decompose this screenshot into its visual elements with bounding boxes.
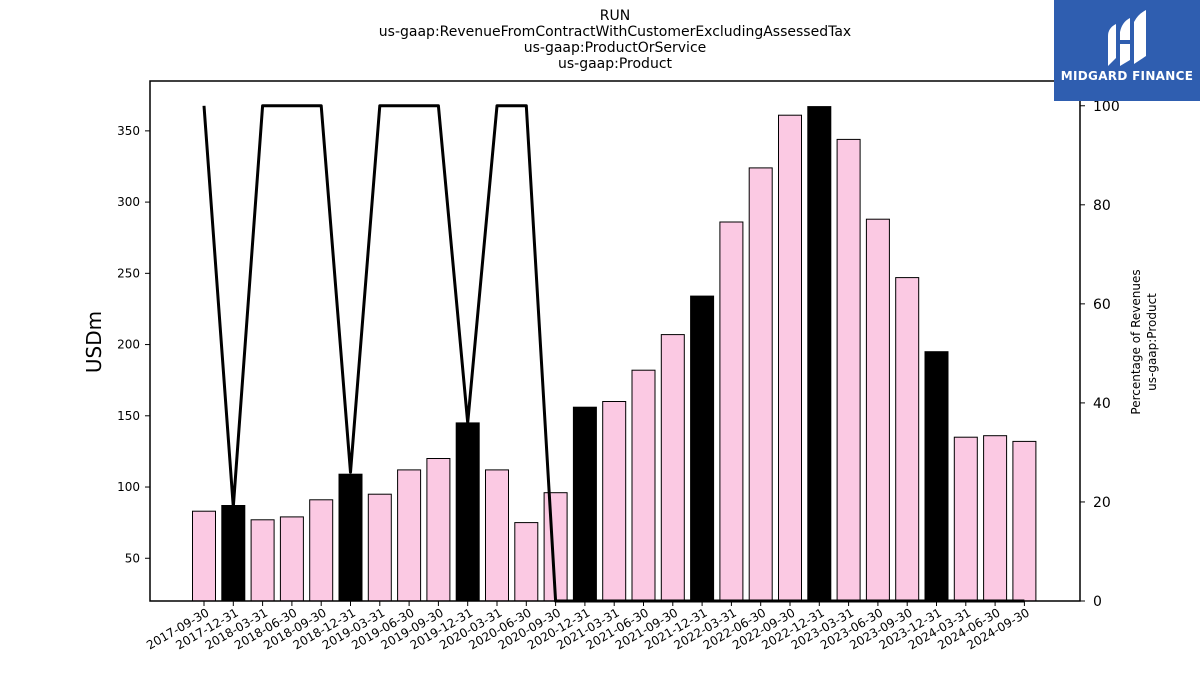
x-axis: 2017-09-302017-12-312018-03-312018-06-30… [144, 601, 1032, 652]
bar [572, 406, 597, 602]
bar [192, 510, 216, 602]
title-line: us-gaap:Product [558, 56, 673, 72]
y2-label-line: Percentage of Revenues [1129, 269, 1143, 414]
bar [953, 436, 978, 602]
title-line: us-gaap:ProductOrService [524, 40, 707, 56]
bar [514, 522, 539, 602]
bar [455, 422, 480, 602]
midgard-finance-logo: MIDGARD FINANCE [1054, 0, 1200, 101]
bar [690, 295, 715, 602]
y-axis-label: USDm [82, 311, 106, 373]
bar [279, 516, 304, 602]
y-tick-label: 300 [117, 195, 140, 209]
bar [983, 435, 1008, 602]
bar [719, 221, 744, 602]
bar [836, 138, 861, 602]
y2-label-line: us-gaap:Product [1145, 293, 1159, 391]
bar [865, 218, 890, 602]
y-tick-label: 50 [125, 551, 140, 565]
y-tick-label: 250 [117, 266, 140, 280]
chart-title: RUNus-gaap:RevenueFromContractWithCustom… [379, 8, 851, 72]
y2-tick-label: 80 [1093, 198, 1111, 214]
bar [221, 505, 246, 602]
title-line: RUN [600, 8, 630, 24]
bars [192, 106, 1037, 602]
y-tick-label: 350 [117, 124, 140, 138]
bar [485, 469, 509, 602]
bar [924, 351, 949, 602]
y-tick-label: 100 [117, 480, 140, 494]
bar [338, 473, 363, 602]
y2-tick-label: 20 [1093, 495, 1111, 511]
bar [309, 499, 334, 602]
y-axis-right: 0 20 40 60 80 100 [1080, 99, 1120, 610]
y2-tick-label: 100 [1093, 99, 1120, 115]
bar [660, 334, 685, 602]
y2-tick-label: 0 [1093, 594, 1102, 610]
bar [807, 106, 832, 602]
bar [426, 458, 451, 602]
title-line: us-gaap:RevenueFromContractWithCustomerE… [379, 24, 851, 40]
bar [367, 493, 392, 602]
y2-axis-label: Percentage of Revenues us-gaap:Product [1129, 269, 1159, 414]
y-tick-label: 200 [117, 338, 140, 352]
midgard-logo-icon [1108, 10, 1146, 66]
bar [631, 369, 656, 602]
bar [250, 519, 275, 602]
bar [748, 167, 773, 602]
y-tick-label: 150 [117, 409, 140, 423]
bar [397, 469, 422, 602]
bar [602, 401, 627, 602]
bar [895, 277, 920, 602]
logo-text: MIDGARD FINANCE [1060, 69, 1194, 83]
bar [1012, 440, 1037, 602]
y2-tick-label: 40 [1093, 396, 1111, 412]
plot-frame [149, 80, 1081, 602]
y2-tick-label: 60 [1093, 297, 1111, 313]
bar [778, 114, 802, 602]
y-axis-left: 50 100 150 200 250 300 350 [117, 124, 150, 565]
